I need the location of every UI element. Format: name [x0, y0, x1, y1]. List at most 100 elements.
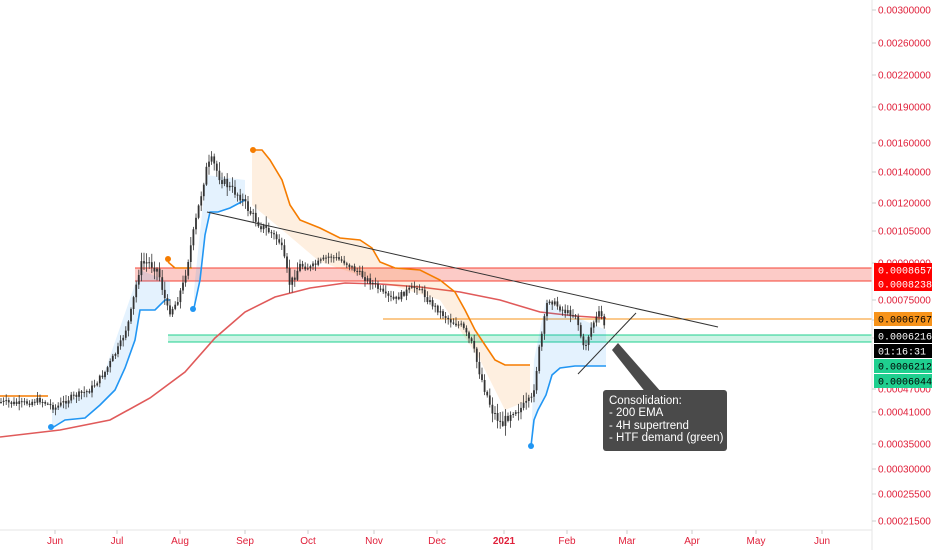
candle-body — [260, 226, 262, 230]
candle-body — [470, 338, 473, 341]
candle-body — [535, 371, 538, 391]
price-label-box — [874, 374, 932, 388]
candle-body — [247, 201, 249, 211]
candle-body — [345, 263, 348, 265]
candle-body — [600, 311, 603, 317]
candle-body — [70, 394, 73, 401]
candle-body — [200, 196, 203, 206]
candle-body — [569, 310, 572, 316]
candle-body — [150, 262, 153, 268]
candle-body — [119, 340, 122, 347]
price-label-box — [874, 359, 932, 373]
candle-body — [481, 374, 483, 380]
candle-body — [148, 262, 151, 264]
candle-body — [525, 401, 528, 403]
candle-body — [156, 268, 158, 272]
candle-body — [85, 391, 88, 393]
supertrend-down — [252, 149, 530, 366]
candle-body — [59, 402, 62, 406]
candle-body — [522, 402, 525, 408]
annotation-line: - HTF demand (green) — [609, 432, 724, 445]
candle-body — [171, 309, 174, 315]
candle-body — [299, 263, 301, 271]
candle-body — [403, 292, 405, 296]
x-tick-label: 2021 — [493, 536, 516, 547]
candle-body — [553, 301, 556, 305]
candle-body — [548, 301, 551, 303]
candle-body — [598, 311, 600, 317]
candle-body — [153, 267, 156, 272]
candle-body — [322, 257, 325, 260]
candle-body — [205, 166, 208, 185]
candle-body — [169, 305, 171, 315]
candle-body — [462, 323, 465, 328]
candle-body — [540, 333, 543, 347]
candle-body — [397, 296, 400, 300]
candle-body — [65, 401, 67, 404]
annotation-line: - 4H supertrend — [609, 419, 689, 432]
candle-body — [10, 402, 13, 404]
candle-body — [179, 290, 182, 303]
y-tick-label: 0.00190000 — [878, 103, 931, 114]
price-label-box — [874, 329, 932, 343]
price-label-box — [874, 263, 932, 277]
candle-body — [234, 186, 236, 195]
candle-body — [356, 271, 359, 272]
candle-body — [358, 270, 361, 272]
supertrend-flip-dot — [165, 256, 171, 262]
candle-body — [31, 401, 34, 405]
y-tick-label: 0.00075000 — [878, 296, 931, 307]
candle-body — [330, 256, 333, 258]
candle-body — [538, 346, 541, 371]
candle-body — [423, 289, 426, 298]
candle-body — [291, 277, 294, 285]
candle-body — [36, 398, 39, 403]
candle-body — [587, 336, 590, 345]
candle-body — [117, 346, 119, 355]
drawings-layer — [206, 211, 719, 398]
candle-body — [301, 263, 304, 267]
candle-body — [483, 380, 486, 392]
candle-body — [189, 245, 192, 262]
candle-body — [114, 354, 117, 356]
candle-body — [239, 194, 242, 201]
candle-body — [312, 263, 314, 267]
candle-body — [416, 288, 418, 290]
candle-body — [574, 315, 577, 317]
x-tick-label: Aug — [171, 536, 189, 547]
candle-body — [202, 184, 205, 197]
candle-body — [0, 402, 2, 403]
candle-body — [176, 302, 179, 305]
candle-body — [496, 413, 499, 421]
candle-body — [132, 297, 135, 309]
x-tick-label: Oct — [300, 536, 316, 547]
candle-body — [595, 316, 598, 323]
candle-body — [163, 289, 166, 299]
candle-body — [361, 270, 364, 278]
candle-body — [366, 278, 369, 281]
zone-demand — [168, 335, 872, 342]
y-tick-label: 0.00140000 — [878, 168, 931, 179]
x-tick-label: Dec — [428, 536, 446, 547]
candle-body — [236, 194, 239, 196]
candle-body — [507, 415, 509, 421]
candle-body — [98, 375, 101, 384]
candle-body — [286, 256, 288, 269]
candle-body — [491, 404, 494, 414]
x-tick-label: Apr — [684, 536, 700, 547]
candle-body — [405, 289, 408, 296]
candle-body — [543, 316, 546, 334]
candle-body — [468, 332, 470, 339]
candle-body — [39, 398, 41, 403]
price-label: 01:16:31 — [878, 348, 926, 359]
candle-body — [226, 178, 229, 188]
candle-body — [270, 232, 273, 234]
candle-body — [304, 266, 307, 270]
candle-body — [7, 400, 10, 403]
annotation-callout[interactable]: Consolidation: - 200 EMA - 4H supertrend… — [603, 390, 727, 451]
candle-body — [377, 283, 379, 289]
candle-body — [442, 311, 444, 316]
supertrend-up — [530, 365, 606, 447]
